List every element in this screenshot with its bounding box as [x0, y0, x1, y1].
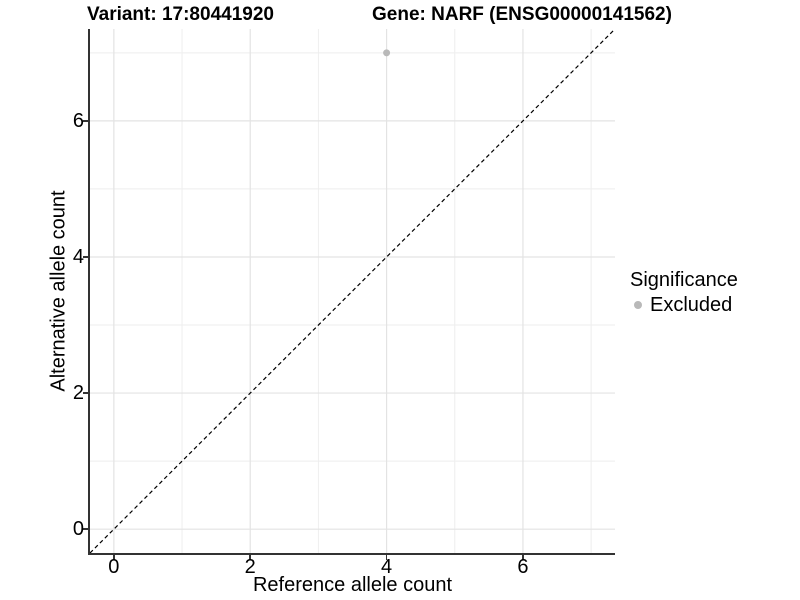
plot-title-variant: Variant: 17:80441920 — [87, 4, 274, 25]
identity-line — [89, 28, 616, 554]
x-tick-mark — [522, 555, 524, 560]
legend-item-excluded: Excluded — [630, 294, 738, 316]
plot-canvas — [89, 28, 616, 554]
y-tick-label: 6 — [72, 109, 84, 132]
x-axis-title-text: Reference allele count — [252, 574, 452, 596]
x-axis-title: Reference allele count — [0, 574, 705, 597]
plot-panel — [89, 28, 616, 554]
plot-title-gene: Gene: NARF (ENSG00000141562) — [372, 4, 672, 25]
y-axis-line — [88, 29, 90, 555]
y-tick-mark — [83, 528, 88, 530]
data-point — [383, 49, 391, 57]
legend: Significance Excluded — [630, 268, 738, 316]
legend-point-marker-icon — [634, 301, 642, 309]
y-tick-mark — [83, 120, 88, 122]
y-axis-title: Alternative allele count — [47, 190, 70, 392]
y-tick-label: 0 — [72, 518, 84, 541]
x-tick-label: 4 — [381, 556, 393, 578]
legend-item-label: Excluded — [650, 294, 733, 316]
x-tick-label: 2 — [244, 556, 256, 578]
y-tick-mark — [83, 256, 88, 258]
x-axis-line — [88, 553, 615, 555]
legend-title: Significance — [630, 269, 738, 291]
y-tick-label: 2 — [72, 382, 84, 405]
y-tick-mark — [83, 392, 88, 394]
x-tick-mark — [385, 555, 388, 560]
x-tick-mark — [113, 555, 115, 560]
y-tick-label: 4 — [72, 245, 84, 268]
x-tick-label: 6 — [517, 556, 529, 578]
x-tick-mark — [249, 555, 251, 560]
x-tick-label: 0 — [108, 556, 120, 578]
